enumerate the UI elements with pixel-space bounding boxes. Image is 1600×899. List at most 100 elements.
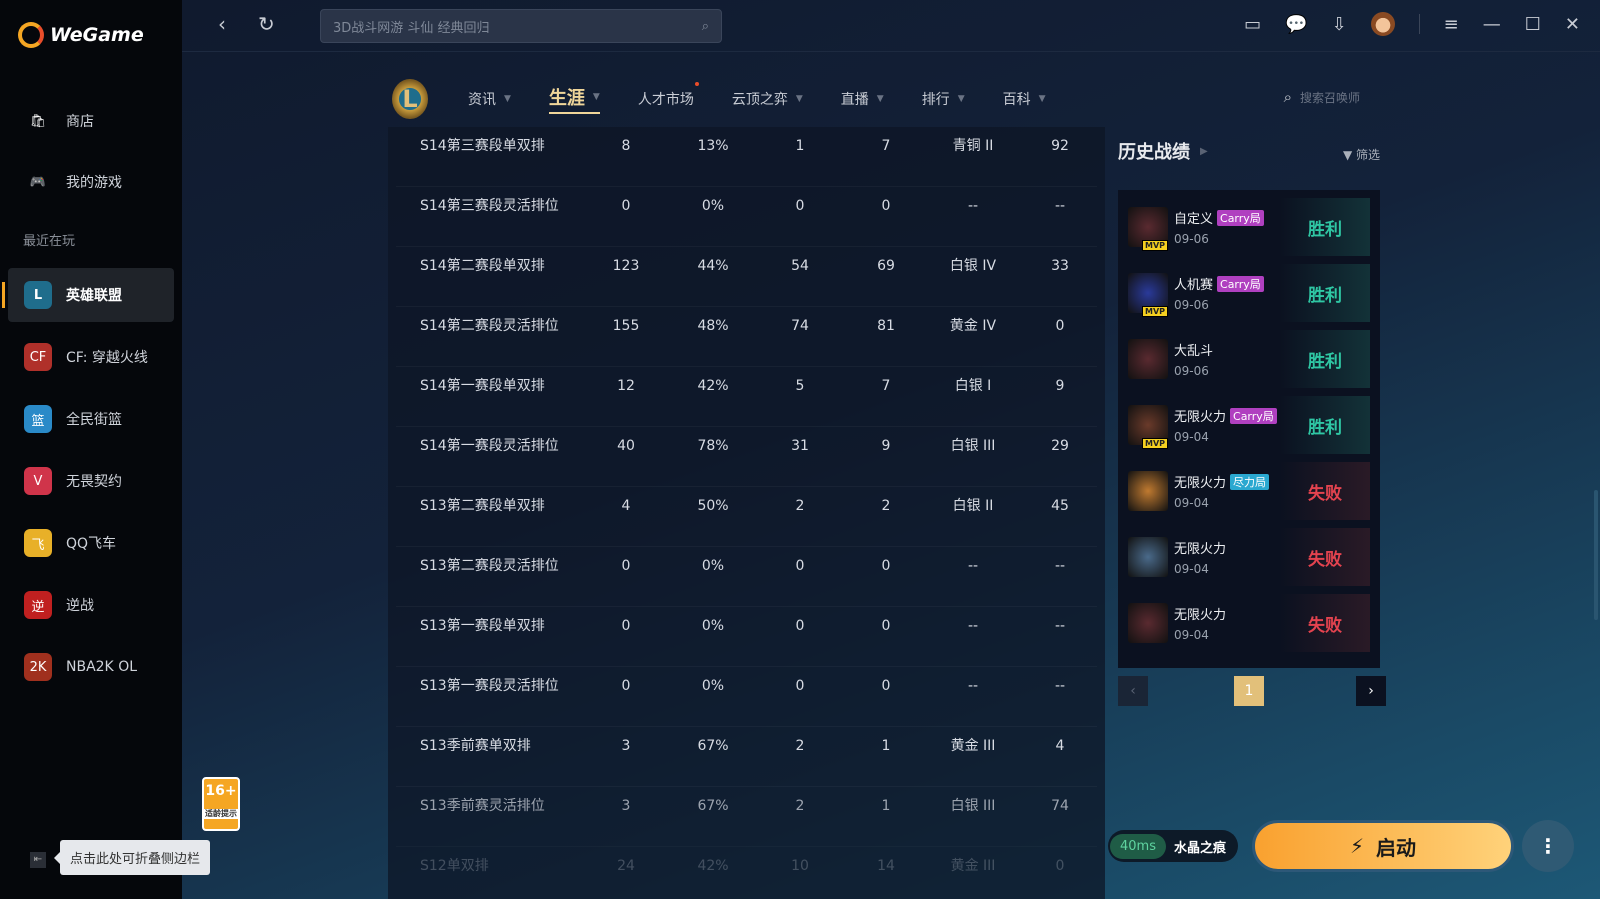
match-result: 失败 bbox=[1280, 528, 1370, 586]
table-cell: 0 bbox=[881, 198, 891, 214]
search-input[interactable]: 3D战斗网游 斗仙 经典回归 ⌕ bbox=[320, 9, 722, 43]
sidebar-game-item[interactable]: L 英雄联盟 bbox=[2, 268, 174, 322]
refresh-button[interactable]: ↻ bbox=[258, 12, 275, 36]
page-button[interactable]: 1 bbox=[1234, 676, 1264, 706]
table-cell: 155 bbox=[612, 318, 640, 334]
tab-item[interactable]: 直播 ▼ bbox=[840, 92, 884, 108]
history-title[interactable]: 历史战绩 ▶ bbox=[1118, 142, 1208, 163]
tab-item[interactable]: 百科 ▼ bbox=[1002, 92, 1046, 108]
match-badge: Carry局 bbox=[1230, 407, 1277, 424]
sidebar-game-item[interactable]: 2K NBA2K OL bbox=[8, 640, 174, 694]
sidebar-item-store[interactable]: 🛍 商店 bbox=[8, 94, 174, 148]
sidebar-game-item[interactable]: 飞 QQ飞车 bbox=[8, 516, 174, 570]
game-label: 无畏契约 bbox=[66, 474, 122, 490]
match-date: 09-04 bbox=[1174, 562, 1209, 576]
table-cell: S12单双排 bbox=[420, 858, 489, 874]
table-cell: 7 bbox=[881, 378, 891, 394]
launch-button[interactable]: ⚡ 启动 bbox=[1252, 820, 1514, 872]
table-cell: S14第二赛段单双排 bbox=[420, 258, 545, 274]
table-cell: 白银 III bbox=[950, 438, 996, 454]
table-cell: 81 bbox=[877, 318, 895, 334]
prev-page-button[interactable]: ‹ bbox=[1118, 676, 1148, 706]
table-cell: 5 bbox=[795, 378, 805, 394]
tab-item[interactable]: 人才市场 bbox=[638, 82, 699, 114]
store-box-icon[interactable]: ▭ bbox=[1244, 13, 1262, 35]
tab-item[interactable]: 资讯 ▼ bbox=[468, 92, 511, 108]
table-cell: 0 bbox=[795, 618, 805, 634]
lol-logo[interactable]: L bbox=[392, 79, 428, 119]
tab-item[interactable]: 生涯 ▼ bbox=[548, 84, 600, 114]
match-item[interactable]: 大乱斗 09-06 胜利 bbox=[1128, 330, 1370, 388]
server-status[interactable]: 40ms 水晶之痕 bbox=[1108, 830, 1238, 862]
next-page-button[interactable]: › bbox=[1356, 676, 1386, 706]
summoner-search-input[interactable]: ⌕ 搜索召唤师 bbox=[1283, 88, 1360, 106]
table-row: S14第三赛段单双排 8 13% 1 7 青铜 II 92 bbox=[396, 127, 1097, 187]
game-icon: 2K bbox=[24, 653, 52, 681]
back-button[interactable]: ‹ bbox=[218, 12, 226, 36]
tab-item[interactable]: 排行 ▼ bbox=[921, 92, 965, 108]
age-rating-badge: 16+ 适龄提示 bbox=[202, 777, 240, 831]
table-cell: 2 bbox=[795, 798, 805, 814]
collapse-sidebar-button[interactable]: ⇤ bbox=[30, 852, 46, 868]
close-icon[interactable]: ✕ bbox=[1564, 13, 1580, 35]
table-cell: 42% bbox=[697, 378, 729, 394]
match-mode: 无限火力 bbox=[1174, 608, 1227, 623]
table-cell: 0 bbox=[795, 198, 805, 214]
divider bbox=[1418, 14, 1420, 34]
mvp-badge: MVP bbox=[1142, 240, 1169, 251]
match-item[interactable]: MVP 无限火力 Carry局 09-04 胜利 bbox=[1128, 396, 1370, 454]
table-cell: 0% bbox=[701, 198, 725, 214]
caret-down-icon: ▼ bbox=[504, 94, 511, 104]
sidebar-game-item[interactable]: 逆逆战 bbox=[8, 578, 174, 632]
recent-label: 最近在玩 bbox=[23, 234, 76, 249]
table-cell: 12 bbox=[617, 378, 635, 394]
table-cell: 0 bbox=[795, 678, 805, 694]
table-cell: 13% bbox=[697, 138, 729, 154]
table-row: S14第二赛段单双排 123 44% 54 69 白银 IV 33 bbox=[396, 247, 1097, 307]
table-cell: S13第一赛段单双排 bbox=[420, 618, 545, 634]
match-date: 09-04 bbox=[1174, 430, 1209, 444]
match-item[interactable]: MVP 人机赛 Carry局 09-06 胜利 bbox=[1128, 264, 1370, 322]
match-item[interactable]: 无限火力 尽力局 09-04 失败 bbox=[1128, 462, 1370, 520]
match-item[interactable]: MVP 自定义 Carry局 09-06 胜利 bbox=[1128, 198, 1370, 256]
download-icon[interactable]: ⇩ bbox=[1331, 13, 1347, 35]
match-item[interactable]: 无限火力 09-04 失败 bbox=[1128, 594, 1370, 652]
caret-down-icon: ▼ bbox=[876, 94, 884, 104]
table-row: S13第一赛段单双排 0 0% 0 0 -- -- bbox=[396, 607, 1097, 667]
age-rating-value: 16+ bbox=[205, 783, 237, 799]
match-date: 09-04 bbox=[1174, 628, 1209, 642]
pagination: ‹ 1 › bbox=[1118, 676, 1390, 712]
table-cell: 29 bbox=[1051, 438, 1069, 454]
message-icon[interactable]: 💬 bbox=[1285, 13, 1308, 35]
game-label: 全民街篮 bbox=[66, 412, 122, 428]
table-cell: S13第一赛段灵活排位 bbox=[420, 678, 559, 694]
avatar[interactable] bbox=[1370, 12, 1395, 36]
filter-button[interactable]: ▼ 筛选 bbox=[1342, 148, 1380, 162]
match-item[interactable]: 无限火力 09-04 失败 bbox=[1128, 528, 1370, 586]
sidebar-item-my-games[interactable]: 🎮 我的游戏 bbox=[8, 155, 174, 209]
minimize-icon[interactable]: — bbox=[1482, 13, 1501, 35]
table-cell: 0 bbox=[621, 678, 631, 694]
maximize-icon[interactable]: ☐ bbox=[1524, 13, 1541, 35]
table-cell: 50% bbox=[697, 498, 729, 514]
table-cell: 1 bbox=[881, 738, 891, 754]
game-label: 逆战 bbox=[66, 598, 94, 614]
table-cell: 1 bbox=[881, 798, 891, 814]
sidebar-game-item[interactable]: 篮全民街篮 bbox=[8, 392, 174, 446]
table-cell: 3 bbox=[621, 798, 631, 814]
table-cell: 0 bbox=[881, 678, 891, 694]
match-mode: 无限火力 bbox=[1174, 476, 1227, 491]
wegame-logo[interactable]: WeGame bbox=[18, 22, 144, 48]
sidebar-game-item[interactable]: V 无畏契约 bbox=[8, 454, 174, 508]
table-cell: S14第一赛段单双排 bbox=[420, 378, 545, 394]
age-rating-text: 适龄提示 bbox=[204, 809, 238, 819]
table-cell: 4 bbox=[1055, 738, 1065, 754]
menu-icon[interactable]: ≡ bbox=[1443, 13, 1459, 35]
sidebar-game-item[interactable]: CF CF: 穿越火线 bbox=[8, 330, 174, 384]
tab-item[interactable]: 云顶之弈 ▼ bbox=[731, 92, 803, 108]
scrollbar[interactable] bbox=[1594, 490, 1598, 620]
game-label: 英雄联盟 bbox=[66, 288, 122, 304]
table-cell: 0 bbox=[621, 558, 631, 574]
more-options-button[interactable]: ⋮ bbox=[1522, 820, 1574, 872]
sidebar: WeGame 🛍 商店 🎮 我的游戏 最近在玩 L 英雄联盟 CF CF: 穿越火线篮全民… bbox=[0, 0, 211, 899]
